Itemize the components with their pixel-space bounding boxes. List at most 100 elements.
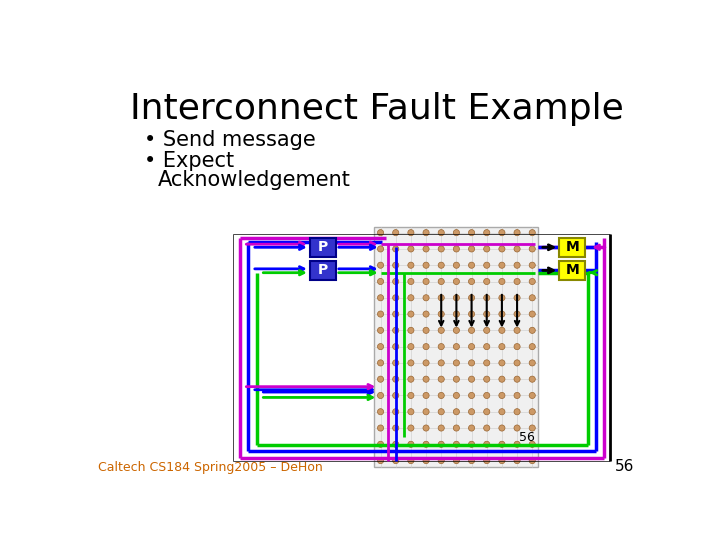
- Bar: [310, 238, 336, 256]
- Circle shape: [514, 327, 520, 333]
- Circle shape: [469, 409, 474, 415]
- Circle shape: [529, 425, 536, 431]
- Circle shape: [469, 230, 474, 236]
- Circle shape: [514, 230, 520, 236]
- Circle shape: [423, 425, 429, 431]
- Circle shape: [484, 360, 490, 366]
- Circle shape: [392, 393, 399, 399]
- Circle shape: [454, 409, 459, 415]
- Circle shape: [438, 246, 444, 252]
- Circle shape: [408, 327, 414, 333]
- Circle shape: [408, 230, 414, 236]
- Circle shape: [529, 230, 536, 236]
- Circle shape: [423, 295, 429, 301]
- Circle shape: [408, 457, 414, 464]
- Circle shape: [499, 327, 505, 333]
- Circle shape: [377, 343, 384, 350]
- Text: Caltech CS184 Spring2005 – DeHon: Caltech CS184 Spring2005 – DeHon: [98, 462, 323, 475]
- Circle shape: [423, 441, 429, 447]
- Circle shape: [408, 262, 414, 268]
- Circle shape: [469, 457, 474, 464]
- Circle shape: [529, 343, 536, 350]
- Circle shape: [499, 441, 505, 447]
- Circle shape: [438, 230, 444, 236]
- Circle shape: [469, 311, 474, 317]
- Circle shape: [438, 343, 444, 350]
- Circle shape: [514, 343, 520, 350]
- Circle shape: [377, 409, 384, 415]
- Circle shape: [408, 376, 414, 382]
- Circle shape: [469, 376, 474, 382]
- Circle shape: [423, 246, 429, 252]
- Circle shape: [408, 295, 414, 301]
- Circle shape: [454, 457, 459, 464]
- Circle shape: [408, 279, 414, 285]
- Circle shape: [484, 230, 490, 236]
- Circle shape: [377, 279, 384, 285]
- Circle shape: [454, 441, 459, 447]
- Text: P: P: [318, 264, 328, 278]
- Circle shape: [484, 279, 490, 285]
- Circle shape: [377, 246, 384, 252]
- Circle shape: [423, 327, 429, 333]
- Circle shape: [469, 441, 474, 447]
- Circle shape: [514, 425, 520, 431]
- Circle shape: [484, 246, 490, 252]
- Text: 56: 56: [616, 460, 634, 475]
- Circle shape: [423, 262, 429, 268]
- Bar: [374, 226, 539, 467]
- Circle shape: [377, 230, 384, 236]
- Circle shape: [469, 295, 474, 301]
- Circle shape: [454, 343, 459, 350]
- Circle shape: [469, 360, 474, 366]
- Circle shape: [484, 376, 490, 382]
- Circle shape: [377, 327, 384, 333]
- Circle shape: [438, 441, 444, 447]
- Circle shape: [469, 246, 474, 252]
- Circle shape: [514, 441, 520, 447]
- Circle shape: [529, 311, 536, 317]
- Bar: [559, 238, 585, 256]
- Circle shape: [514, 295, 520, 301]
- Circle shape: [514, 376, 520, 382]
- Circle shape: [392, 425, 399, 431]
- Circle shape: [454, 295, 459, 301]
- Circle shape: [392, 376, 399, 382]
- Circle shape: [529, 376, 536, 382]
- Circle shape: [469, 327, 474, 333]
- Circle shape: [469, 343, 474, 350]
- Circle shape: [469, 262, 474, 268]
- Circle shape: [377, 262, 384, 268]
- Circle shape: [438, 393, 444, 399]
- Circle shape: [454, 230, 459, 236]
- Circle shape: [438, 327, 444, 333]
- Circle shape: [438, 457, 444, 464]
- Circle shape: [454, 393, 459, 399]
- Text: M: M: [565, 240, 579, 254]
- Text: • Send message: • Send message: [144, 130, 316, 150]
- Circle shape: [514, 246, 520, 252]
- Circle shape: [499, 230, 505, 236]
- Circle shape: [529, 393, 536, 399]
- Circle shape: [499, 343, 505, 350]
- Circle shape: [408, 360, 414, 366]
- Circle shape: [392, 279, 399, 285]
- Circle shape: [514, 311, 520, 317]
- Circle shape: [392, 360, 399, 366]
- Circle shape: [438, 295, 444, 301]
- Circle shape: [377, 457, 384, 464]
- Circle shape: [438, 311, 444, 317]
- Circle shape: [499, 376, 505, 382]
- Circle shape: [392, 457, 399, 464]
- Circle shape: [484, 441, 490, 447]
- Circle shape: [392, 311, 399, 317]
- Circle shape: [377, 295, 384, 301]
- Circle shape: [423, 343, 429, 350]
- Circle shape: [454, 246, 459, 252]
- Circle shape: [408, 409, 414, 415]
- Bar: [559, 261, 585, 280]
- Circle shape: [377, 425, 384, 431]
- Circle shape: [529, 441, 536, 447]
- Circle shape: [438, 425, 444, 431]
- Circle shape: [499, 393, 505, 399]
